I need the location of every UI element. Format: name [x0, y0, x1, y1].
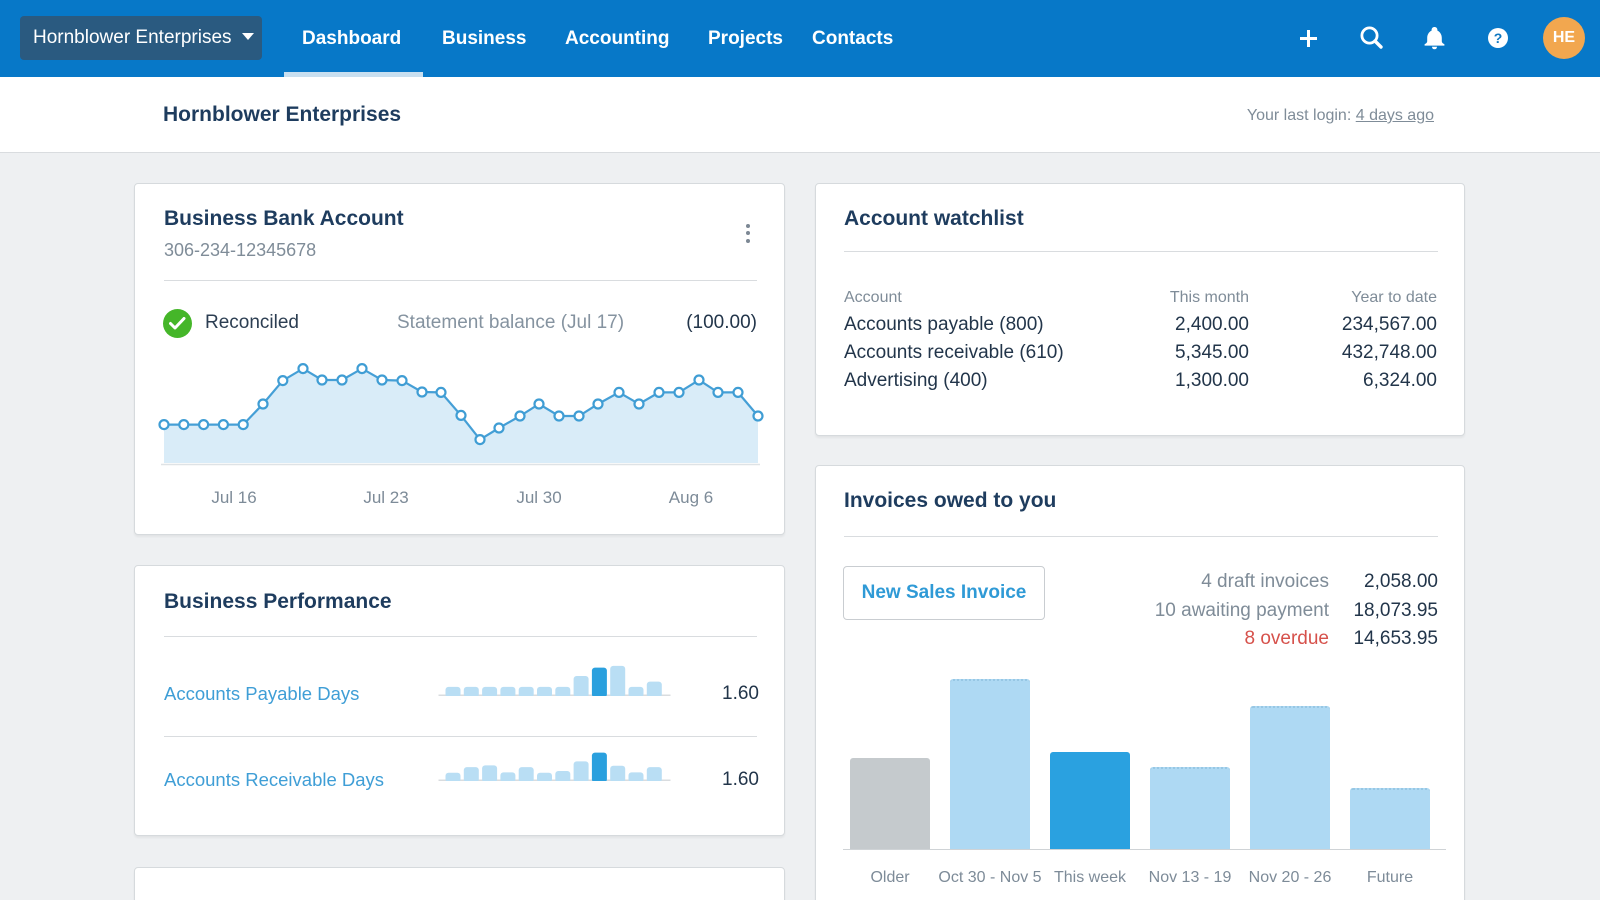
- svg-text:?: ?: [1494, 30, 1503, 46]
